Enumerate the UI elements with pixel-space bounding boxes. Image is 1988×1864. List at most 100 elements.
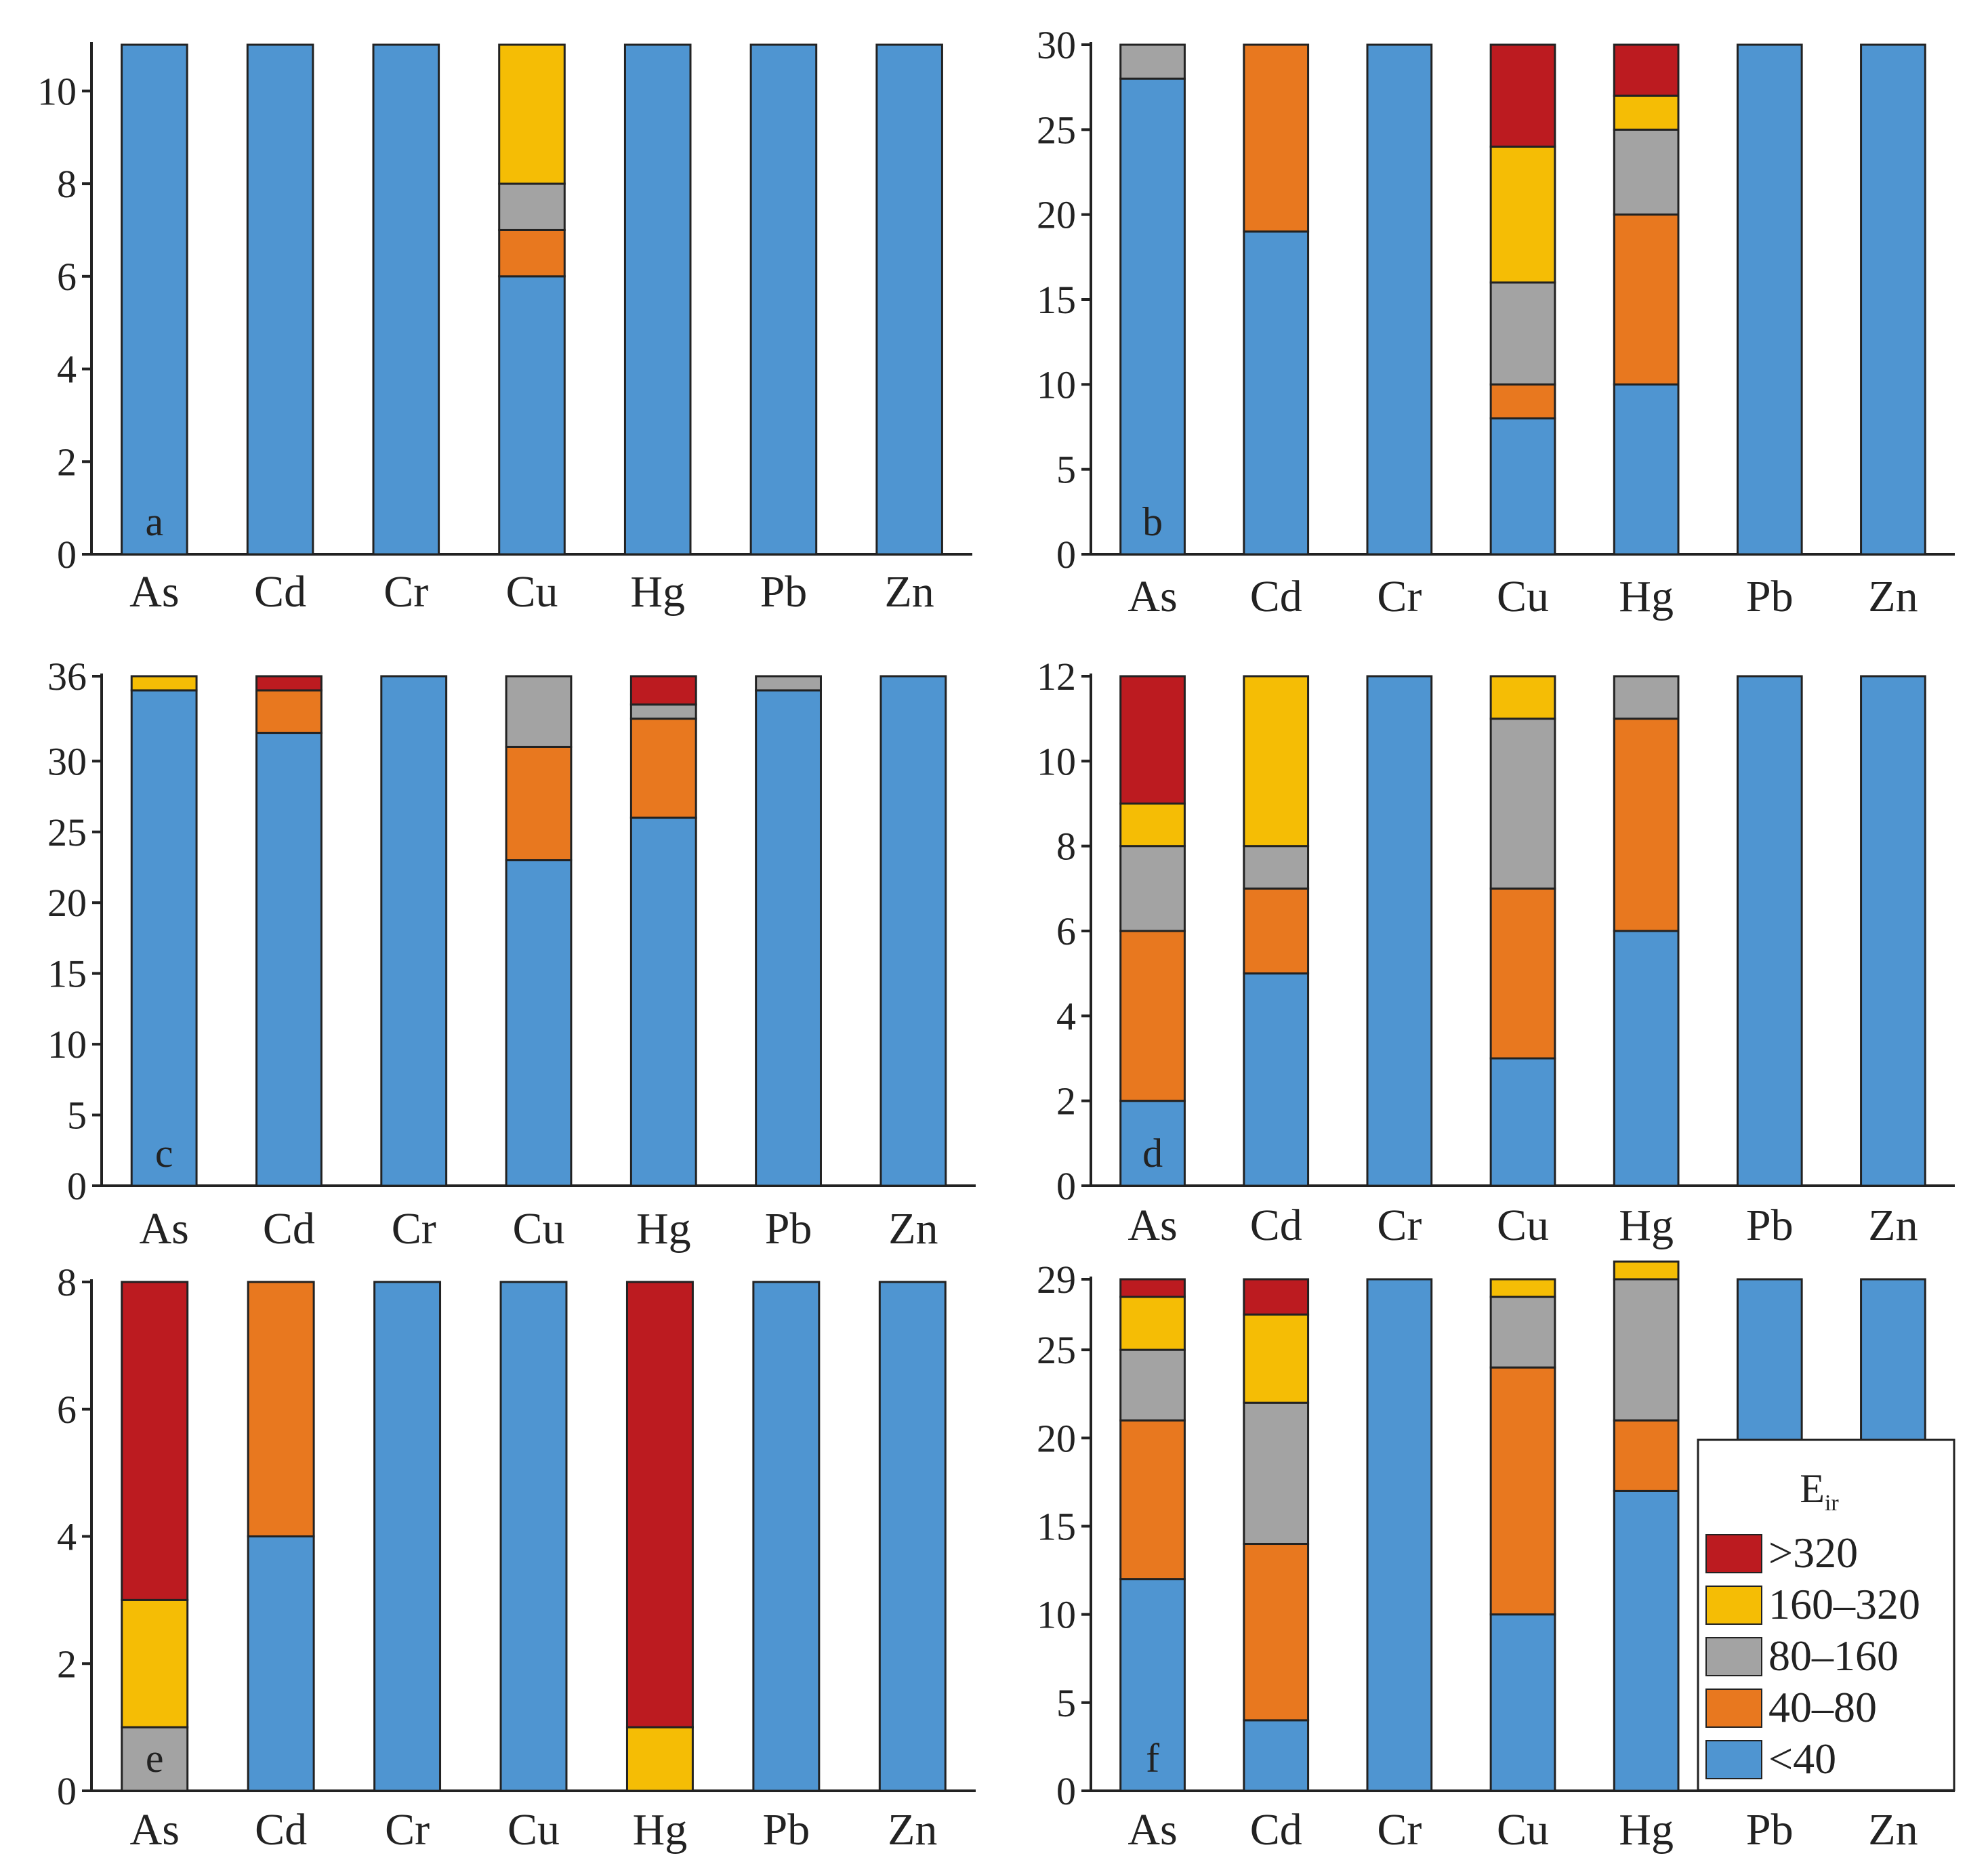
bar-segment: [623, 43, 692, 556]
y-tick-label: 36: [47, 655, 87, 699]
legend-label: >320: [1768, 1529, 1858, 1577]
y-tick-label: 30: [47, 739, 87, 783]
bar-segment: [1489, 1613, 1556, 1792]
x-category-label: Zn: [1868, 572, 1918, 621]
bar-segment: [1243, 1313, 1310, 1404]
legend-swatch: [1705, 1740, 1762, 1779]
x-category-label: As: [1127, 1805, 1177, 1855]
bar-segment: [1119, 1419, 1186, 1581]
x-category-label: Pb: [1746, 1805, 1794, 1855]
legend-label: 40–80: [1768, 1683, 1877, 1731]
bar-segment: [749, 43, 818, 556]
bar-segment: [878, 1281, 947, 1792]
x-category-label: Hg: [630, 567, 685, 617]
y-tick-label: 10: [1037, 363, 1076, 407]
x-category-label: Hg: [636, 1204, 691, 1254]
bar-segment: [1613, 930, 1680, 1187]
y-tick-label: 10: [1037, 1593, 1076, 1637]
bar-segment: [247, 1281, 315, 1537]
x-category-label: As: [1127, 572, 1177, 621]
bar-segment: [1243, 1278, 1310, 1316]
x-category-label: Pb: [1746, 1201, 1794, 1250]
bar-segment: [1613, 1489, 1680, 1792]
x-category-label: Zn: [1868, 1201, 1918, 1250]
x-category-label: Cd: [1250, 1201, 1302, 1250]
y-tick-label: 4: [57, 348, 77, 392]
bar-segment: [121, 43, 188, 556]
bar-segment: [1119, 1278, 1186, 1298]
bar-segment: [1243, 845, 1310, 890]
x-category-label: Hg: [1619, 572, 1674, 621]
y-tick-label: 6: [1056, 909, 1076, 953]
bar-segment: [247, 1535, 315, 1792]
x-category-label: Cd: [1250, 572, 1302, 621]
bar-segment: [1119, 77, 1186, 556]
panel-letter: d: [1142, 1131, 1163, 1176]
x-category-label: As: [1127, 1201, 1177, 1250]
x-category-label: As: [130, 1805, 180, 1855]
bar-segment: [130, 675, 198, 692]
bar-segment: [755, 689, 822, 1187]
x-category-label: Pb: [762, 1805, 810, 1855]
bar-segment: [1613, 128, 1680, 216]
bar-segment: [629, 816, 697, 1187]
y-tick-label: 5: [1056, 448, 1076, 492]
bar-segment: [1119, 1348, 1186, 1422]
bar-segment: [629, 703, 697, 720]
x-category-label: Pb: [760, 567, 808, 617]
x-category-label: Zn: [888, 1204, 938, 1254]
y-tick-label: 0: [1056, 1164, 1076, 1208]
bar-segment: [372, 43, 440, 556]
x-category-label: Pb: [1746, 572, 1794, 621]
bar-segment: [1613, 213, 1680, 386]
panel-letter: a: [146, 499, 164, 544]
bar-segment: [499, 1281, 568, 1792]
panel-letter: e: [146, 1736, 164, 1781]
y-tick-label: 2: [57, 440, 77, 484]
y-tick-label: 0: [57, 1769, 77, 1813]
y-tick-label: 2: [1056, 1079, 1076, 1123]
x-category-label: Cu: [508, 1805, 560, 1855]
bar-segment: [625, 1726, 694, 1792]
x-category-label: Pb: [765, 1204, 812, 1254]
bar-segment: [121, 1726, 189, 1792]
y-tick-label: 10: [1037, 739, 1076, 783]
panel-letter: c: [155, 1131, 173, 1176]
bar-segment: [1119, 675, 1186, 805]
x-category-label: Cd: [254, 567, 306, 617]
bar-segment: [255, 675, 323, 692]
y-tick-label: 0: [1056, 533, 1076, 577]
bar-segment: [1613, 1278, 1680, 1422]
bar-segment: [1736, 43, 1803, 556]
x-category-label: Zn: [1868, 1805, 1918, 1855]
bar-segment: [1119, 845, 1186, 932]
legend-label: 80–160: [1768, 1632, 1899, 1680]
bar-segment: [1736, 675, 1803, 1187]
bar-segment: [752, 1281, 821, 1792]
bar-segment: [1613, 43, 1680, 97]
bar-segment: [1613, 383, 1680, 556]
x-category-label: As: [129, 567, 179, 617]
legend-label: 160–320: [1768, 1580, 1920, 1628]
bar-segment: [498, 182, 566, 231]
y-tick-label: 5: [1056, 1681, 1076, 1725]
x-category-label: Hg: [1619, 1201, 1674, 1250]
x-category-label: Cr: [1377, 1201, 1422, 1250]
y-tick-label: 2: [57, 1642, 77, 1686]
bar-segment: [255, 732, 323, 1187]
y-tick-label: 12: [1037, 655, 1076, 699]
panel-f: 0 5 10 15 20 25 29 As Cd Cr Cu Hg Pb Zn f: [1037, 1258, 1955, 1855]
bar-segment: [1243, 887, 1310, 975]
bar-segment: [1243, 1401, 1310, 1546]
bar-segment: [1119, 1100, 1186, 1187]
bar-segment: [1366, 43, 1433, 556]
bar-segment: [1489, 383, 1556, 419]
legend-swatch: [1705, 1586, 1762, 1625]
panel-c: 0 5 10 15 20 25 30 36 As Cd Cr Cu Hg Pb Zn c: [47, 655, 976, 1254]
y-tick-label: 0: [1056, 1769, 1076, 1813]
y-tick-label: 20: [1037, 1416, 1076, 1460]
bar-segment: [1243, 675, 1310, 848]
bar-segment: [121, 1281, 189, 1601]
panel-a: 0 2 4 6 8 10 As Cd Cr Cu Hg Pb Zn a: [37, 42, 972, 617]
